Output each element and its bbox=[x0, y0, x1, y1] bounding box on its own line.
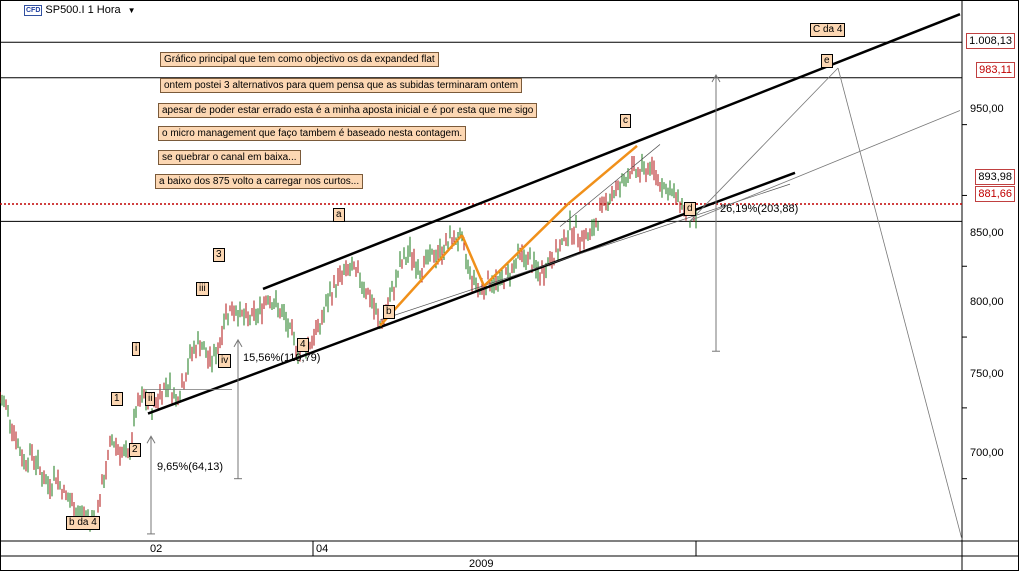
channel-lower-line bbox=[147, 171, 796, 415]
price-box-894: 893,98 bbox=[975, 169, 1015, 185]
wave-label-iv: iv bbox=[218, 354, 232, 368]
orange-wave-segment-2 bbox=[483, 203, 569, 287]
price-box-882: 881,66 bbox=[975, 186, 1015, 202]
wave-label-a: a bbox=[333, 208, 345, 222]
price-box-1008: 1.008,13 bbox=[966, 33, 1015, 49]
note-line-6: a baixo dos 875 volto a carregar nos cur… bbox=[155, 174, 364, 189]
projection-line-0 bbox=[689, 67, 839, 222]
orange-wave-segment-3 bbox=[567, 144, 638, 205]
wave-label-4: 4 bbox=[297, 338, 309, 352]
measure-arrow-head-1 bbox=[233, 338, 243, 348]
measure-arrow-head-0 bbox=[146, 435, 156, 444]
note-line-1: Gráfico principal que tem como objectivo… bbox=[160, 52, 439, 67]
note-line-2: ontem postei 3 alternativos para quem pe… bbox=[160, 78, 523, 93]
measure-label-1: 9,65%(64,13) bbox=[157, 461, 224, 473]
y-tick-950: 950,00 bbox=[970, 103, 1004, 115]
cfd-badge: CFD bbox=[24, 4, 43, 16]
measure-label-2: 15,56%(110,79) bbox=[243, 352, 321, 364]
projection-line-1 bbox=[837, 67, 963, 540]
projection-line-2 bbox=[689, 110, 961, 222]
wave-label-e: e bbox=[821, 54, 833, 68]
x-tick-04: 04 bbox=[316, 543, 329, 555]
y-tick-800: 800,00 bbox=[970, 296, 1004, 308]
inner-channel-upper-line bbox=[559, 144, 661, 227]
note-line-5: se quebrar o canal em baixa... bbox=[158, 150, 301, 165]
price-box-983: 983,11 bbox=[976, 62, 1015, 78]
y-tick-850: 850,00 bbox=[970, 227, 1004, 239]
inner-channel-line bbox=[379, 183, 791, 321]
y-tick-700: 700,00 bbox=[970, 447, 1004, 459]
note-line-4: o micro management que faço tambem é bas… bbox=[158, 126, 467, 141]
wave-label-b-da-4: b da 4 bbox=[66, 516, 100, 530]
wave-label-3: 3 bbox=[213, 248, 225, 262]
wave-label-d: d bbox=[684, 202, 696, 216]
wave-label-iii: iii bbox=[196, 282, 209, 296]
measure-label-3: 26,19%(203,88) bbox=[720, 203, 799, 215]
chart-header[interactable]: CFD SP500.I 1 Hora ▼ bbox=[24, 4, 136, 16]
measure-arrow-head-2 bbox=[711, 74, 721, 83]
wave-label-b: b bbox=[383, 305, 395, 319]
orange-wave-segment-1 bbox=[460, 234, 486, 287]
note-line-3: apesar de poder estar errado esta é a mi… bbox=[158, 103, 538, 118]
dropdown-triangle-icon[interactable]: ▼ bbox=[127, 5, 136, 15]
wave-label-c: c bbox=[620, 114, 631, 128]
symbol-label: SP500.I 1 Hora bbox=[45, 4, 121, 16]
y-tick-750: 750,00 bbox=[970, 368, 1004, 380]
wave-label-i: i bbox=[132, 342, 141, 356]
wave-label-ii: ii bbox=[145, 392, 156, 406]
wave-label-1: 1 bbox=[111, 392, 123, 406]
wave-label-2: 2 bbox=[129, 443, 141, 457]
wave-label-c-da-4: C da 4 bbox=[810, 23, 846, 37]
channel-upper-line bbox=[262, 12, 961, 291]
x-year-2009: 2009 bbox=[469, 558, 494, 570]
x-tick-02: 02 bbox=[150, 543, 163, 555]
